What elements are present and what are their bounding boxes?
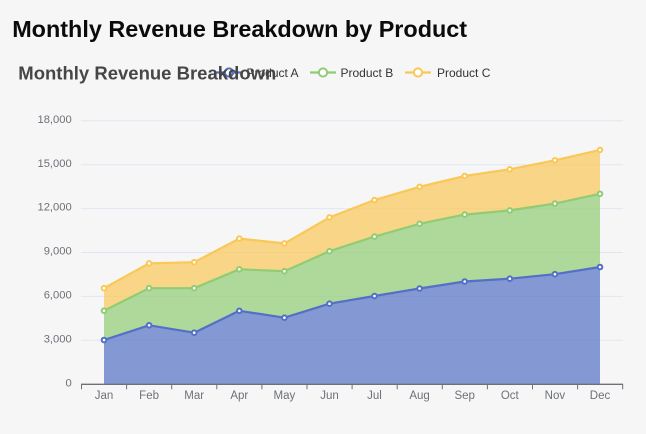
svg-text:6,000: 6,000 [44,290,72,302]
svg-text:Aug: Aug [409,390,429,402]
svg-text:18,000: 18,000 [37,114,71,126]
svg-text:Nov: Nov [545,390,566,402]
svg-text:Apr: Apr [230,390,248,402]
svg-text:Product B: Product B [341,66,394,80]
svg-text:Monthly Revenue Breakdown: Monthly Revenue Breakdown [18,63,276,84]
svg-text:Jan: Jan [95,390,114,402]
svg-text:12,000: 12,000 [37,202,71,214]
svg-text:Dec: Dec [590,390,611,402]
svg-text:3,000: 3,000 [44,333,72,345]
svg-text:Monthly Revenue Breakdown by P: Monthly Revenue Breakdown by Product [12,16,467,42]
svg-text:Product C: Product C [437,66,491,80]
svg-text:May: May [274,390,296,402]
svg-text:0: 0 [65,377,71,389]
svg-text:Jun: Jun [320,390,339,402]
svg-text:Sep: Sep [454,390,474,402]
svg-text:Feb: Feb [139,390,159,402]
svg-text:Jul: Jul [367,390,382,402]
svg-text:9,000: 9,000 [44,246,72,258]
svg-text:Product A: Product A [247,66,299,80]
svg-text:15,000: 15,000 [37,158,71,170]
svg-text:Oct: Oct [501,390,520,402]
svg-text:Mar: Mar [184,390,204,402]
